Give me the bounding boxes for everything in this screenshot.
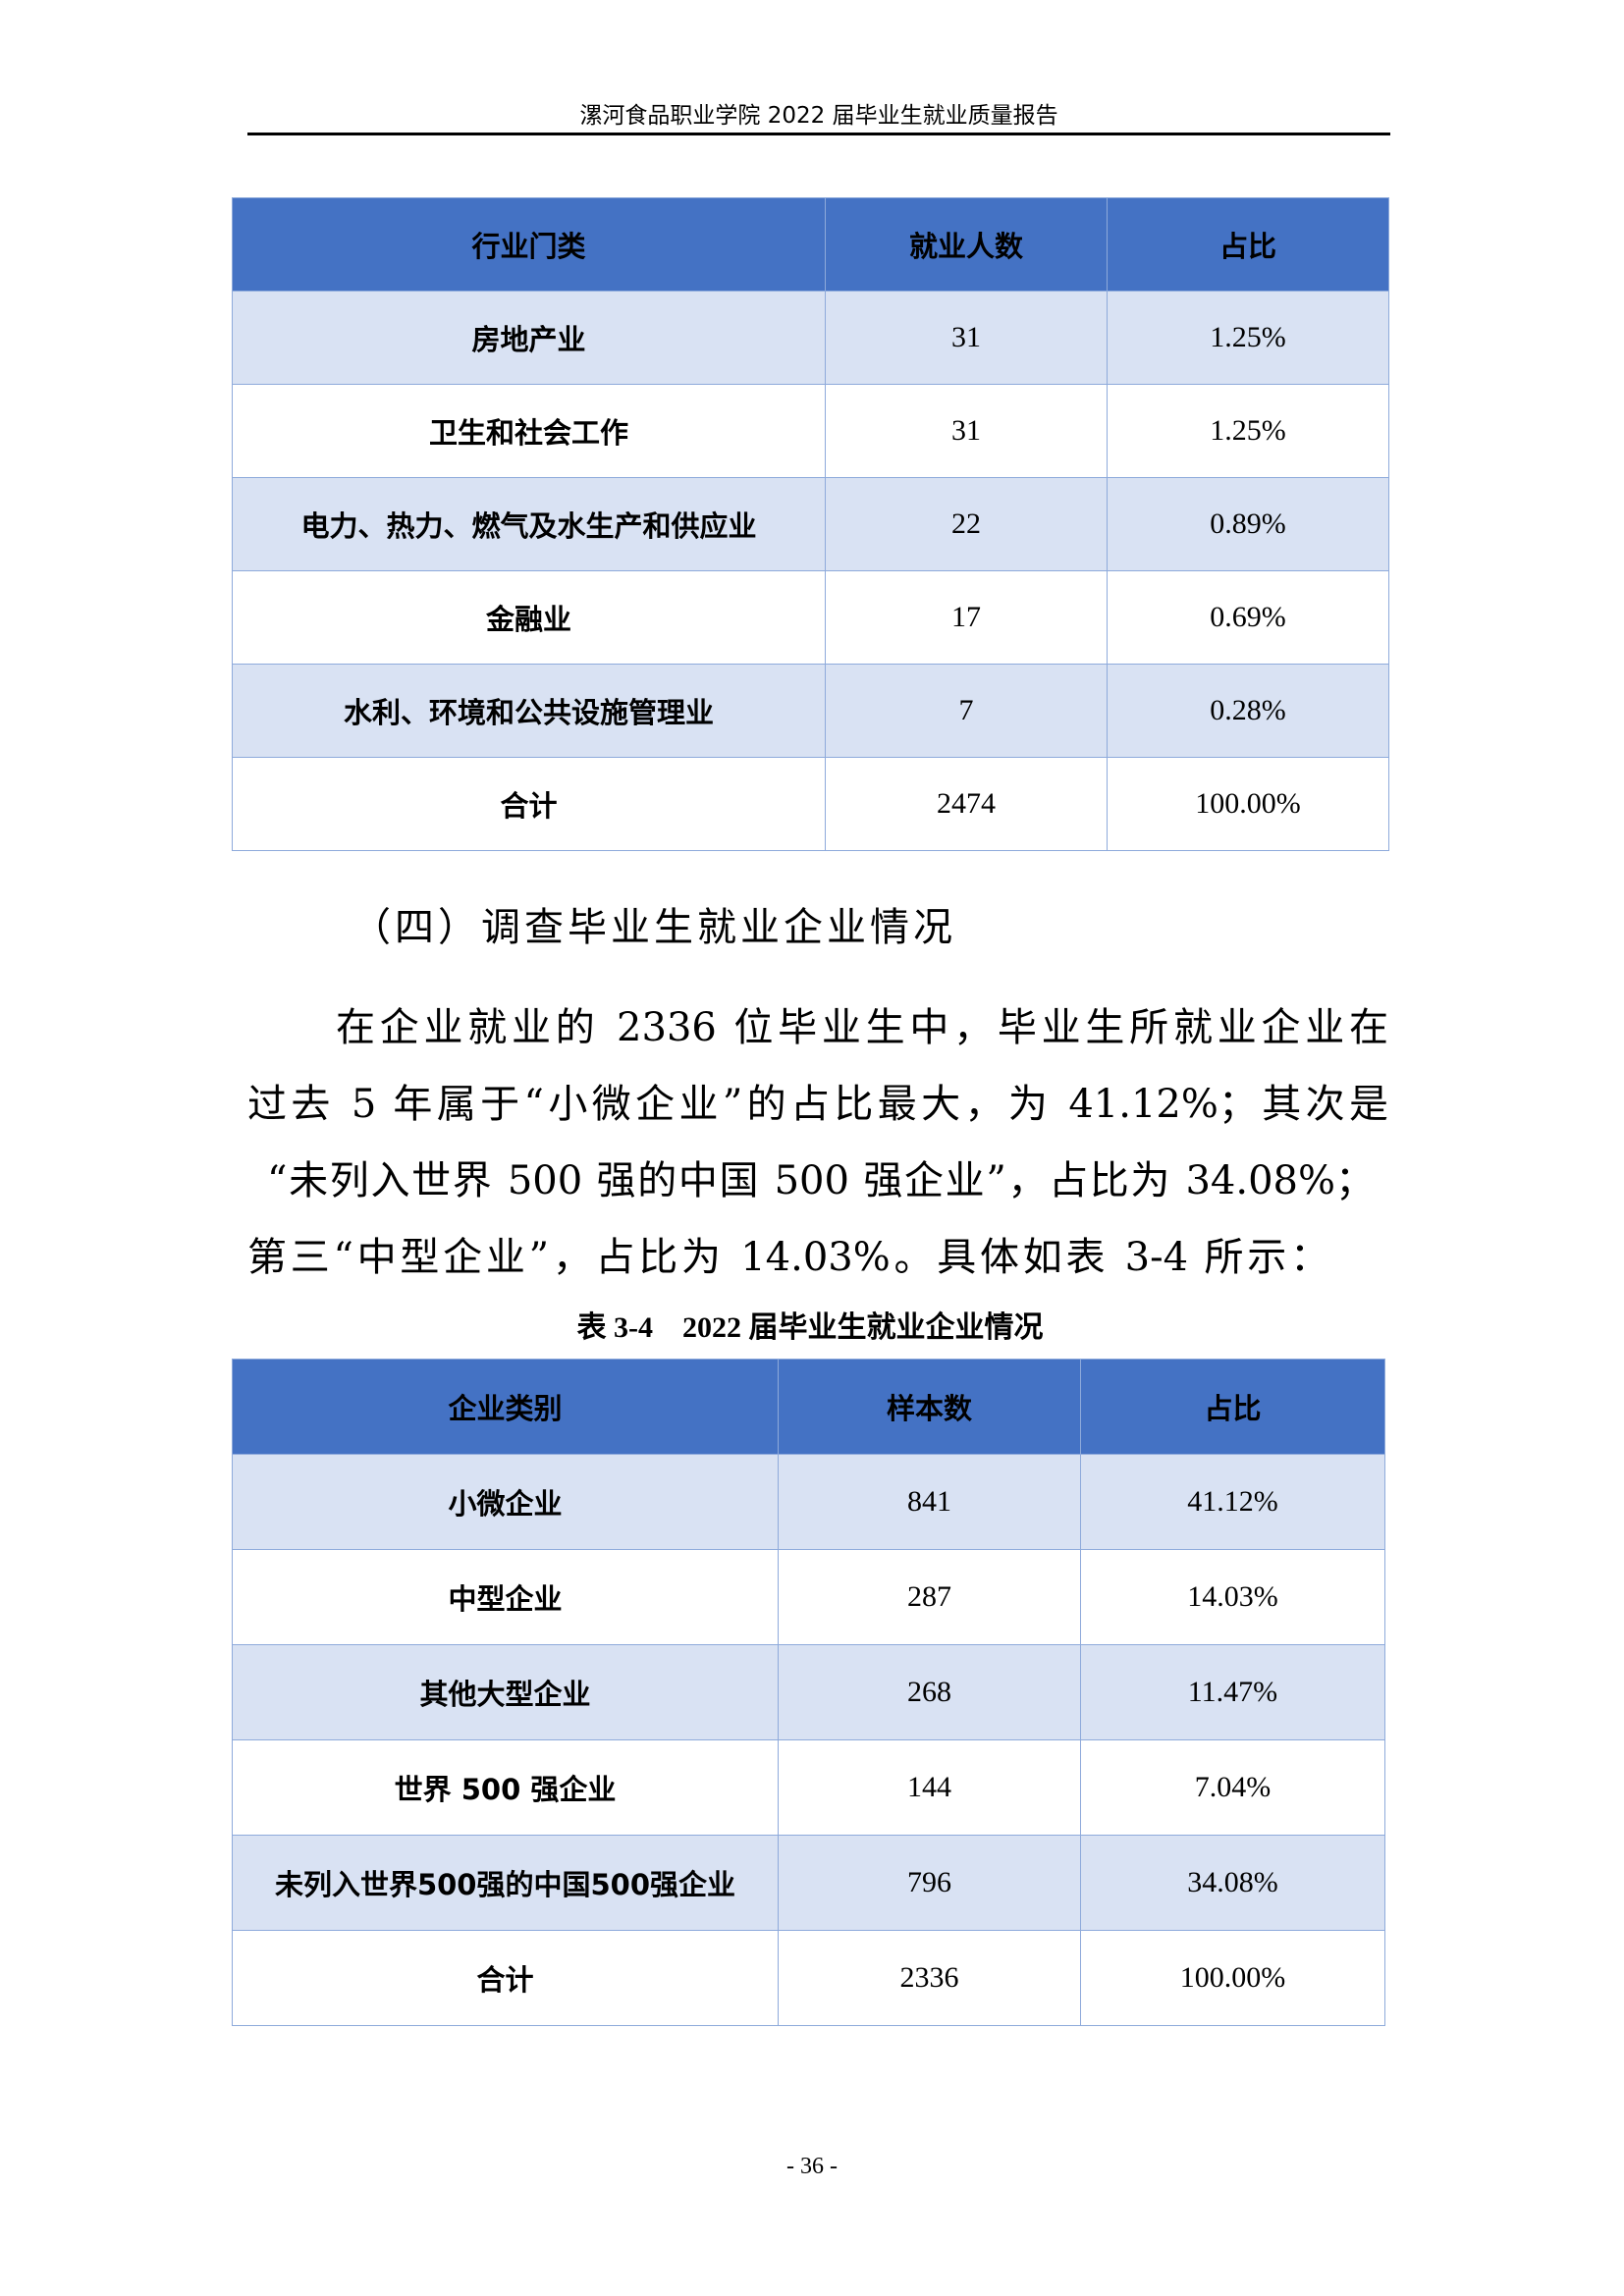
table-row: 其他大型企业 268 11.47%: [232, 1644, 1385, 1740]
running-header: 漯河食品职业学院 2022 届毕业生就业质量报告: [579, 103, 1058, 129]
table-row: 世界 500 强企业 144 7.04%: [232, 1739, 1385, 1836]
table-row: 房地产业 31 1.25%: [232, 291, 1389, 385]
sample-cell: 144: [778, 1739, 1081, 1836]
category-cell: 小微企业: [232, 1454, 779, 1550]
industry-table: 行业门类 就业人数 占比 房地产业 31 1.25% 卫生和社会工作 31 1.…: [232, 197, 1389, 851]
section-heading: （四）调查毕业生就业企业情况: [352, 905, 956, 950]
paragraph-line: “未列入世界 500 强的中国 500 强企业”，占比为 34.08%；: [267, 1158, 1375, 1203]
count-cell: 31: [825, 291, 1108, 385]
body-paragraph: 在企业就业的 2336 位毕业生中，毕业生所就业企业在 过去 5 年属于“小微企…: [247, 989, 1388, 1296]
table-row: 金融业 17 0.69%: [232, 570, 1389, 665]
enterprise-table: 企业类别 样本数 占比 小微企业 841 41.12% 中型企业 287 14.…: [232, 1359, 1385, 2026]
industry-cell: 卫生和社会工作: [232, 384, 826, 478]
table-header-row: 企业类别 样本数 占比: [232, 1359, 1385, 1455]
industry-cell: 水利、环境和公共设施管理业: [232, 664, 826, 758]
share-cell: 11.47%: [1080, 1644, 1385, 1740]
paragraph-line: 过去 5 年属于“小微企业”的占比最大，为 41.12%；其次是: [247, 1082, 1388, 1127]
table-row: 水利、环境和公共设施管理业 7 0.28%: [232, 664, 1389, 758]
industry-cell: 金融业: [232, 570, 826, 665]
header-rule: [247, 133, 1390, 135]
category-cell: 世界 500 强企业: [232, 1739, 779, 1836]
column-header: 就业人数: [825, 197, 1108, 292]
category-cell: 未列入世界500强的中国500强企业: [232, 1835, 779, 1931]
table-header-row: 行业门类 就业人数 占比: [232, 197, 1389, 292]
sample-cell: 2336: [778, 1930, 1081, 2026]
sample-cell: 287: [778, 1549, 1081, 1645]
table-row: 电力、热力、燃气及水生产和供应业 22 0.89%: [232, 477, 1389, 571]
count-cell: 22: [825, 477, 1108, 571]
paragraph-line: 第三“中型企业”，占比为 14.03%。具体如表 3-4 所示：: [247, 1235, 1329, 1280]
category-cell: 其他大型企业: [232, 1644, 779, 1740]
share-cell: 0.69%: [1107, 570, 1389, 665]
share-cell: 14.03%: [1080, 1549, 1385, 1645]
table-caption: 表 3-4 2022 届毕业生就业企业情况: [576, 1311, 1044, 1344]
total-row: 合计 2474 100.00%: [232, 757, 1389, 851]
column-header: 行业门类: [232, 197, 826, 292]
share-cell: 0.28%: [1107, 664, 1389, 758]
count-cell: 2474: [825, 757, 1108, 851]
table-row: 小微企业 841 41.12%: [232, 1454, 1385, 1550]
total-row: 合计 2336 100.00%: [232, 1930, 1385, 2026]
share-cell: 0.89%: [1107, 477, 1389, 571]
share-cell: 1.25%: [1107, 291, 1389, 385]
count-cell: 31: [825, 384, 1108, 478]
column-header: 占比: [1080, 1359, 1385, 1455]
sample-cell: 268: [778, 1644, 1081, 1740]
industry-cell: 房地产业: [232, 291, 826, 385]
count-cell: 17: [825, 570, 1108, 665]
sample-cell: 841: [778, 1454, 1081, 1550]
table-row: 卫生和社会工作 31 1.25%: [232, 384, 1389, 478]
count-cell: 7: [825, 664, 1108, 758]
paragraph-line: 在企业就业的 2336 位毕业生中，毕业生所就业企业在: [336, 1005, 1388, 1050]
sample-cell: 796: [778, 1835, 1081, 1931]
table-row: 未列入世界500强的中国500强企业 796 34.08%: [232, 1835, 1385, 1931]
share-cell: 41.12%: [1080, 1454, 1385, 1550]
share-cell: 34.08%: [1080, 1835, 1385, 1931]
industry-cell: 电力、热力、燃气及水生产和供应业: [232, 477, 826, 571]
share-cell: 100.00%: [1107, 757, 1389, 851]
category-cell: 中型企业: [232, 1549, 779, 1645]
share-cell: 1.25%: [1107, 384, 1389, 478]
table-row: 中型企业 287 14.03%: [232, 1549, 1385, 1645]
industry-cell: 合计: [232, 757, 826, 851]
share-cell: 7.04%: [1080, 1739, 1385, 1836]
share-cell: 100.00%: [1080, 1930, 1385, 2026]
column-header: 占比: [1107, 197, 1389, 292]
column-header: 企业类别: [232, 1359, 779, 1455]
column-header: 样本数: [778, 1359, 1081, 1455]
page-number: - 36 -: [786, 2154, 838, 2179]
category-cell: 合计: [232, 1930, 779, 2026]
